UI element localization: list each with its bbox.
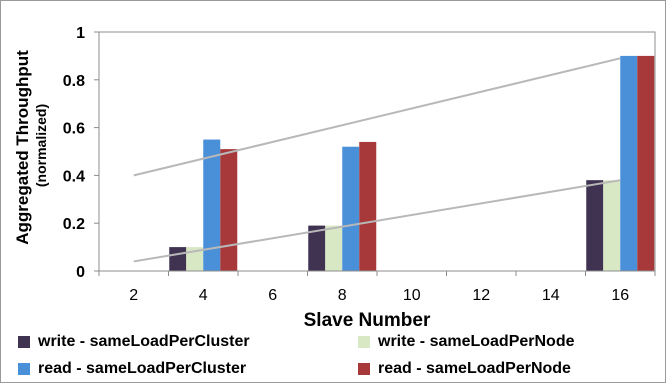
x-tick-label: 6 [268, 287, 277, 304]
x-tick-label: 14 [542, 287, 560, 304]
y-tick-label: 1 [76, 25, 85, 42]
bar-read-sameloadpernode-16 [637, 55, 655, 272]
bar-read-sameloadpercluster-8 [342, 146, 360, 271]
legend-swatch [18, 336, 30, 348]
legend: write - sameLoadPerCluster write - sameLo… [0, 328, 668, 384]
x-tick-label: 16 [611, 287, 629, 304]
y-tick-label: 0.2 [63, 216, 85, 233]
bar-write-sameloadpercluster-8 [308, 225, 326, 271]
bar-write-sameloadpernode-8 [325, 225, 343, 271]
x-axis-title: Slave Number [304, 310, 431, 331]
bar-read-sameloadpernode-8 [359, 141, 377, 271]
legend-label: write - sameLoadPerCluster [38, 333, 250, 350]
bar-write-sameloadpernode-4 [186, 247, 204, 271]
read-trend-line [133, 57, 621, 177]
y-tick-label: 0.6 [63, 121, 85, 138]
x-tick-label: 8 [338, 287, 347, 304]
legend-swatch [18, 363, 30, 375]
legend-item: read - sameLoadPerNode [358, 357, 571, 381]
x-tick-label: 4 [199, 287, 208, 304]
bar-write-sameloadpercluster-16 [586, 180, 604, 271]
y-tick-label: 0.8 [63, 73, 85, 90]
x-tick-label: 12 [472, 287, 490, 304]
y-tick-label: 0.4 [63, 168, 85, 185]
x-tick-label: 2 [129, 287, 138, 304]
y-tick-label: 0 [76, 264, 85, 281]
y-axis-subtitle: (normalized) [33, 104, 49, 187]
bar-write-sameloadpercluster-4 [169, 247, 187, 271]
axes [94, 31, 656, 276]
legend-item: write - sameLoadPerCluster [18, 330, 250, 354]
legend-label: read - sameLoadPerCluster [38, 360, 247, 377]
legend-label: read - sameLoadPerNode [378, 360, 571, 377]
legend-swatch [358, 363, 370, 375]
legend-item: write - sameLoadPerNode [358, 330, 575, 354]
legend-item: read - sameLoadPerCluster [18, 357, 246, 381]
bar-read-sameloadpercluster-4 [203, 139, 221, 271]
y-axis-title: Aggregated Throughput [13, 50, 32, 245]
bar-read-sameloadpercluster-16 [620, 55, 638, 272]
bar-read-sameloadpernode-4 [220, 149, 238, 271]
legend-label: write - sameLoadPerNode [378, 333, 575, 350]
plot-area [133, 55, 655, 272]
x-tick-label: 10 [403, 287, 421, 304]
plot-border [98, 31, 656, 272]
write-trend-line [133, 179, 621, 263]
legend-swatch [358, 336, 370, 348]
bar-write-sameloadpernode-16 [603, 180, 621, 271]
